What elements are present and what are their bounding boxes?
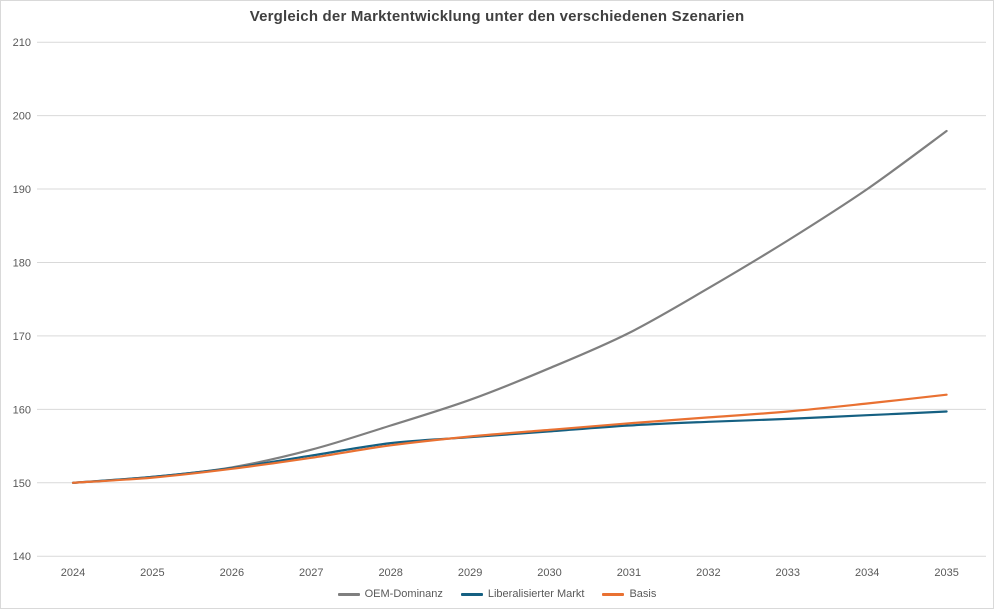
x-tick-label: 2024	[61, 567, 85, 579]
legend-line-swatch	[460, 592, 483, 596]
x-tick-label: 2027	[299, 567, 323, 579]
legend-label: Basis	[629, 588, 657, 600]
y-tick-label: 190	[13, 184, 31, 196]
chart-legend: OEM-Dominanz Liberalisierter Markt Basis	[1, 588, 993, 600]
y-tick-label: 170	[13, 331, 31, 343]
legend-label: Liberalisierter Markt	[487, 588, 585, 600]
legend-item-liberalisierter-markt: Liberalisierter Markt	[460, 588, 585, 600]
x-tick-label: 2034	[855, 567, 879, 579]
x-tick-label: 2035	[934, 567, 958, 579]
legend-line-swatch	[337, 592, 360, 596]
x-tick-label: 2026	[220, 567, 244, 579]
legend-item-basis: Basis	[602, 588, 656, 600]
x-tick-label: 2028	[378, 567, 402, 579]
x-tick-label: 2031	[617, 567, 641, 579]
legend-item-oem-dominanz: OEM-Dominanz	[337, 588, 443, 600]
y-tick-label: 200	[13, 111, 31, 123]
x-tick-label: 2025	[140, 567, 164, 579]
chart-title: Vergleich der Marktentwicklung unter den…	[249, 8, 745, 25]
y-tick-label: 180	[13, 257, 31, 269]
legend-line-swatch	[602, 592, 625, 596]
y-tick-label: 160	[13, 404, 31, 416]
y-tick-label: 140	[13, 551, 31, 563]
x-tick-label: 2030	[537, 567, 561, 579]
x-tick-label: 2033	[776, 567, 800, 579]
y-tick-label: 210	[13, 37, 31, 49]
series-line-oem-dominanz	[71, 129, 948, 484]
legend-label: OEM-Dominanz	[364, 588, 443, 600]
x-tick-label: 2029	[458, 567, 482, 579]
series-line-basis	[71, 393, 948, 484]
y-tick-label: 150	[13, 478, 31, 490]
x-tick-label: 2032	[696, 567, 720, 579]
